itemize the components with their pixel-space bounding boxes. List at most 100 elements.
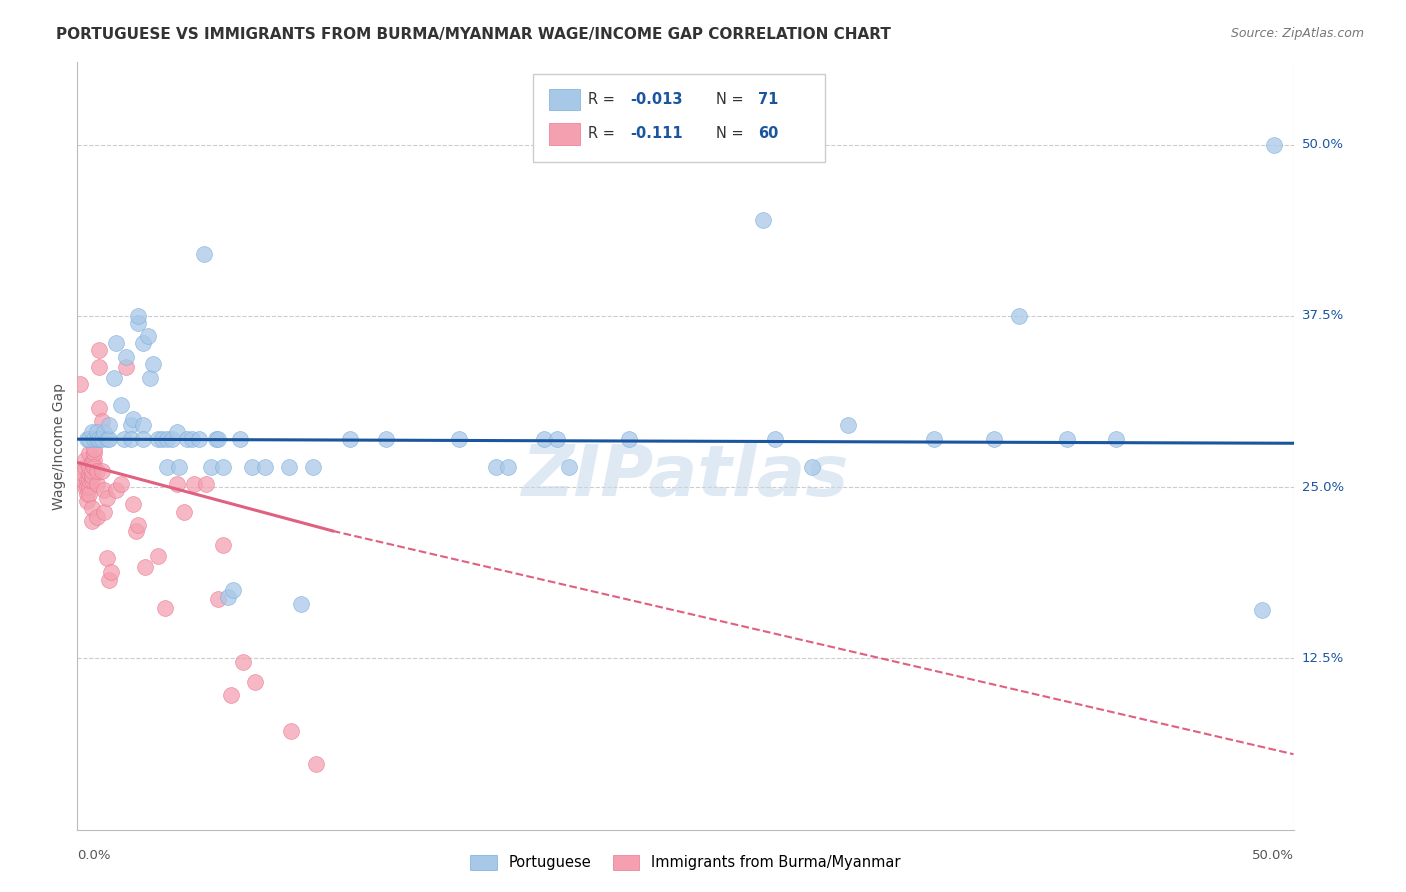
Point xyxy=(180,432,202,446)
Point xyxy=(80,469,103,483)
Point xyxy=(80,500,103,515)
Point xyxy=(125,524,148,538)
Text: 37.5%: 37.5% xyxy=(1302,310,1344,322)
Point xyxy=(169,459,191,474)
Point xyxy=(156,459,179,474)
Point xyxy=(97,574,120,588)
Point xyxy=(212,538,235,552)
Point xyxy=(195,477,218,491)
Point xyxy=(80,425,103,440)
Point xyxy=(1263,137,1285,152)
Point xyxy=(136,329,159,343)
Point xyxy=(89,432,111,446)
Point xyxy=(73,452,96,467)
Point xyxy=(922,432,945,446)
Point xyxy=(139,370,162,384)
Point xyxy=(242,459,264,474)
Point xyxy=(73,480,96,494)
Point xyxy=(557,459,579,474)
Point xyxy=(90,464,112,478)
Text: 50.0%: 50.0% xyxy=(1251,849,1294,862)
Point xyxy=(90,414,112,428)
Text: 25.0%: 25.0% xyxy=(1302,481,1344,493)
Text: PORTUGUESE VS IMMIGRANTS FROM BURMA/MYANMAR WAGE/INCOME GAP CORRELATION CHART: PORTUGUESE VS IMMIGRANTS FROM BURMA/MYAN… xyxy=(56,27,891,42)
Point xyxy=(127,518,149,533)
Point xyxy=(79,473,101,487)
Point xyxy=(83,452,105,467)
Point xyxy=(69,377,91,392)
Point xyxy=(120,432,142,446)
Point xyxy=(93,425,115,440)
Text: R =: R = xyxy=(588,92,620,107)
Point xyxy=(96,491,118,505)
Point xyxy=(765,432,787,446)
FancyBboxPatch shape xyxy=(550,88,579,110)
Point xyxy=(546,432,568,446)
Point xyxy=(76,432,98,446)
Text: 60: 60 xyxy=(758,127,779,141)
Point xyxy=(229,432,252,446)
Point xyxy=(485,459,508,474)
Point xyxy=(1105,432,1128,446)
Point xyxy=(290,597,312,611)
Point xyxy=(76,493,98,508)
Point xyxy=(83,459,105,474)
Text: 50.0%: 50.0% xyxy=(1302,138,1344,151)
Point xyxy=(132,336,155,351)
Point xyxy=(176,432,198,446)
Point xyxy=(89,359,111,374)
Point xyxy=(173,505,195,519)
Point xyxy=(132,432,155,446)
Point xyxy=(93,483,115,497)
Point xyxy=(89,401,111,415)
Point xyxy=(110,477,132,491)
Point xyxy=(96,432,118,446)
Point xyxy=(253,459,276,474)
Point xyxy=(449,432,471,446)
Point xyxy=(122,411,145,425)
Point xyxy=(79,467,101,481)
Point xyxy=(188,432,211,446)
Point xyxy=(134,559,156,574)
Point xyxy=(115,350,138,364)
Point xyxy=(1008,309,1031,323)
Text: -0.111: -0.111 xyxy=(631,127,683,141)
Point xyxy=(110,398,132,412)
Point xyxy=(86,464,108,478)
Point xyxy=(96,551,118,566)
Point xyxy=(166,477,188,491)
Point xyxy=(280,723,302,738)
Point xyxy=(86,510,108,524)
Point xyxy=(205,432,228,446)
Point xyxy=(93,505,115,519)
Point xyxy=(222,582,245,597)
Point xyxy=(83,446,105,460)
Point xyxy=(800,459,823,474)
Point xyxy=(160,432,183,446)
Point xyxy=(232,656,254,670)
Point xyxy=(122,496,145,510)
Text: 71: 71 xyxy=(758,92,779,107)
Text: -0.013: -0.013 xyxy=(631,92,683,107)
Point xyxy=(837,418,859,433)
Point xyxy=(302,459,325,474)
Point xyxy=(115,359,138,374)
Point xyxy=(90,432,112,446)
Point xyxy=(278,459,301,474)
FancyBboxPatch shape xyxy=(533,74,825,162)
Point xyxy=(112,432,135,446)
Point xyxy=(127,316,149,330)
Point xyxy=(142,357,165,371)
Point xyxy=(105,336,128,351)
Point xyxy=(86,477,108,491)
Point xyxy=(217,590,239,604)
Point xyxy=(166,425,188,440)
Point xyxy=(146,549,169,563)
Point xyxy=(983,432,1005,446)
Point xyxy=(243,674,266,689)
Y-axis label: Wage/Income Gap: Wage/Income Gap xyxy=(52,383,66,509)
Point xyxy=(752,213,775,227)
Point xyxy=(70,473,93,487)
Point xyxy=(305,756,328,771)
Point xyxy=(100,565,122,579)
